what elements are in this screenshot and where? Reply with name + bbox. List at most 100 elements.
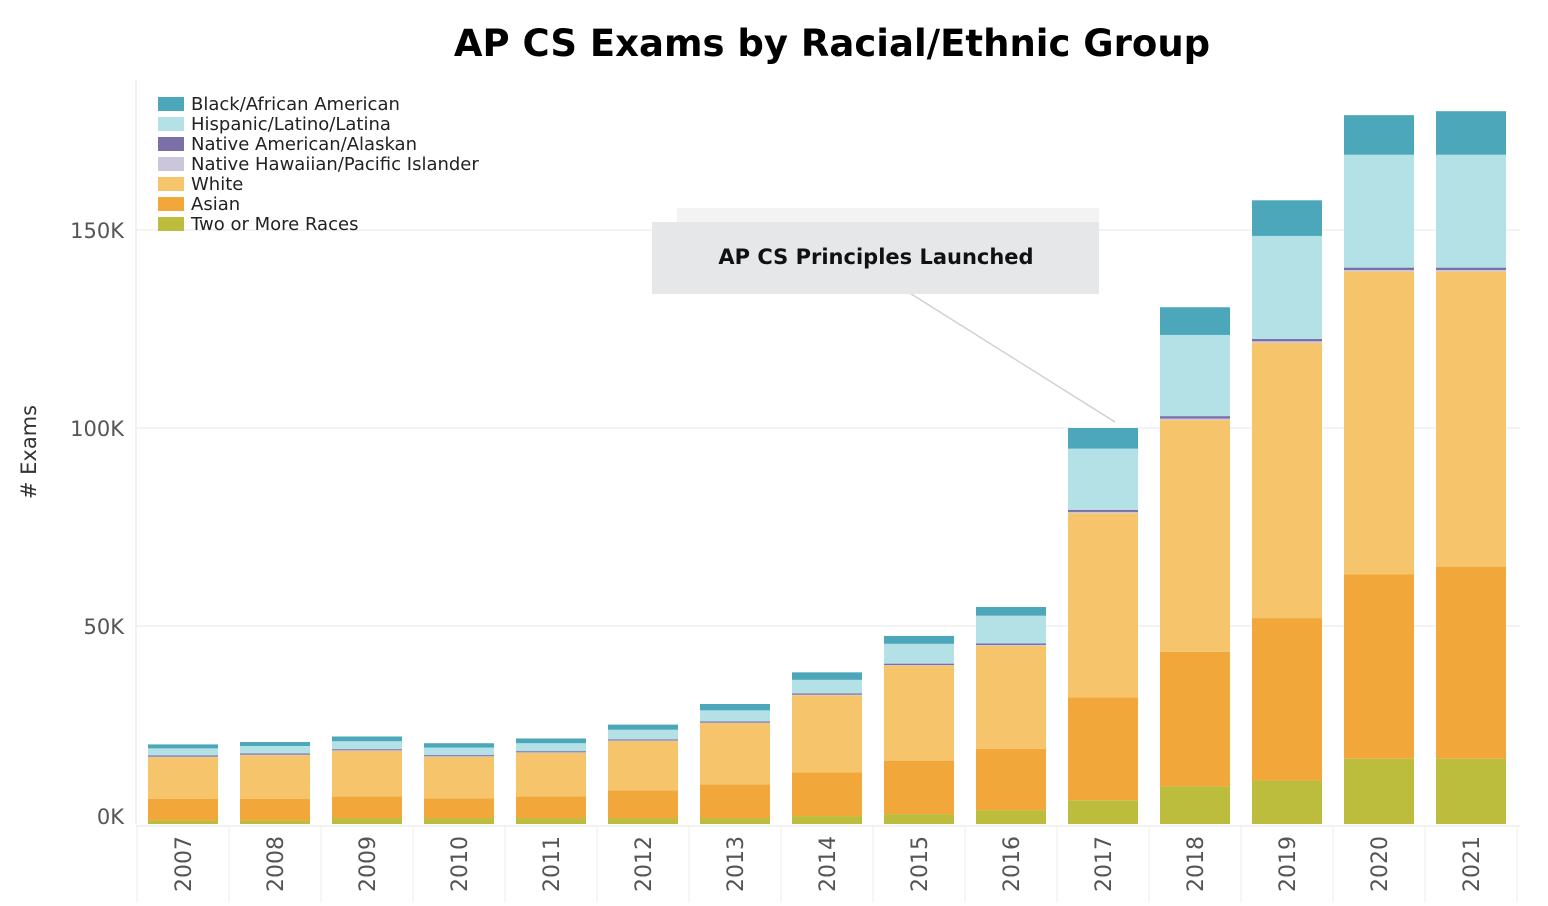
bar-segment-two-or-more-races-2021: Two or More Races 2021: 16500: [1436, 758, 1506, 824]
bar-segment-white-2008: White 2008: 11000: [240, 755, 310, 799]
bar-segment-two-or-more-races-2011: Two or More Races 2011: 1500: [516, 818, 586, 824]
bar-segment-two-or-more-races-2017: Two or More Races 2017: 6000: [1068, 800, 1138, 824]
y-tick-label: 50K: [84, 615, 126, 639]
x-tick-label: 2012: [632, 836, 657, 892]
annotation-leader-line: [907, 291, 1116, 423]
x-tick-label: 2015: [908, 836, 933, 892]
bar-segment-hispanic-latino-latina-2008: Hispanic/Latino/Latina 2008: 1900: [240, 745, 310, 754]
bar-segment-hispanic-latino-latina-2012: Hispanic/Latino/Latina 2012: 2400: [608, 729, 678, 740]
bar-segment-asian-2014: Asian 2014: 11000: [792, 772, 862, 817]
bar-segment-native-hawaiian-pacific-islander-2008: Native Hawaiian/Pacific Islander 2008: 1…: [240, 754, 310, 756]
bar-segment-two-or-more-races-2013: Two or More Races 2013: 1500: [700, 818, 770, 824]
bar-segment-hispanic-latino-latina-2009: Hispanic/Latino/Latina 2009: 2000: [332, 741, 402, 750]
bar-segment-native-hawaiian-pacific-islander-2015: Native Hawaiian/Pacific Islander 2015: 1…: [884, 665, 954, 666]
legend-label-two-or-more-races: Two or More Races: [190, 214, 358, 235]
bar-segment-black-african-american-2020: Black/African American 2020: 10000: [1344, 115, 1414, 155]
bar-segment-native-american-alaskan-2007: Native American/Alaskan 2007: 300: [148, 755, 218, 757]
bar-segment-white-2017: White 2017: 46500: [1068, 513, 1138, 698]
bar-segment-two-or-more-races-2007: Two or More Races 2007: 900: [148, 820, 218, 824]
bar-segment-two-or-more-races-2010: Two or More Races 2010: 1500: [424, 818, 494, 824]
bar-segment-native-hawaiian-pacific-islander-2010: Native Hawaiian/Pacific Islander 2010: 1…: [424, 756, 494, 757]
bar-segment-white-2010: White 2010: 10500: [424, 756, 494, 799]
bar-segment-native-hawaiian-pacific-islander-2020: Native Hawaiian/Pacific Islander 2020: 4…: [1344, 269, 1414, 272]
bar-segment-two-or-more-races-2019: Two or More Races 2019: 11000: [1252, 780, 1322, 824]
bar-segment-black-african-american-2007: Black/African American 2007: 1000: [148, 744, 218, 749]
bar-segment-hispanic-latino-latina-2016: Hispanic/Latino/Latina 2016: 7000: [976, 615, 1046, 644]
bar-segment-black-african-american-2019: Black/African American 2019: 9000: [1252, 200, 1322, 236]
bar-segment-white-2013: White 2013: 15500: [700, 723, 770, 785]
bar-segment-black-african-american-2008: Black/African American 2008: 1000: [240, 742, 310, 746]
bar-segment-native-hawaiian-pacific-islander-2009: Native Hawaiian/Pacific Islander 2009: 1…: [332, 750, 402, 751]
bar-segment-hispanic-latino-latina-2021: Hispanic/Latino/Latina 2021: 28500: [1436, 154, 1506, 268]
bar-segment-two-or-more-races-2016: Two or More Races 2016: 3500: [976, 810, 1046, 824]
bar-segment-hispanic-latino-latina-2020: Hispanic/Latino/Latina 2020: 28500: [1344, 154, 1414, 268]
bar-segment-native-hawaiian-pacific-islander-2018: Native Hawaiian/Pacific Islander 2018: 4…: [1160, 418, 1230, 421]
y-axis-ticks: 0K 50K 100K 150K: [70, 219, 125, 829]
bar-segment-asian-2016: Asian 2016: 15500: [976, 748, 1046, 811]
bar-segment-two-or-more-races-2018: Two or More Races 2018: 9500: [1160, 786, 1230, 824]
bar-segment-hispanic-latino-latina-2007: Hispanic/Latino/Latina 2007: 1800: [148, 748, 218, 756]
legend-swatch-white: [158, 177, 184, 191]
legend: Black/African AmericanHispanic/Latino/La…: [158, 94, 479, 235]
y-tick-label: 100K: [70, 417, 125, 441]
x-tick-label: 2010: [448, 836, 473, 892]
bar-segment-hispanic-latino-latina-2013: Hispanic/Latino/Latina 2013: 2800: [700, 710, 770, 722]
legend-label-hispanic-latino-latina: Hispanic/Latino/Latina: [191, 114, 391, 135]
annotation-text: AP CS Principles Launched: [718, 245, 1033, 269]
x-tick-label: 2007: [172, 836, 197, 892]
bar-segment-native-hawaiian-pacific-islander-2021: Native Hawaiian/Pacific Islander 2021: 4…: [1436, 269, 1506, 272]
bar-segment-two-or-more-races-2009: Two or More Races 2009: 1500: [332, 818, 402, 824]
legend-swatch-native-hawaiian-pacific-islander: [158, 157, 184, 171]
legend-label-black-african-american: Black/African American: [191, 94, 400, 115]
legend-swatch-two-or-more-races: [158, 217, 184, 231]
bar-segment-native-american-alaskan-2019: Native American/Alaskan 2019: 600: [1252, 338, 1322, 342]
bar-segment-hispanic-latino-latina-2019: Hispanic/Latino/Latina 2019: 26000: [1252, 235, 1322, 339]
bar-segment-asian-2012: Asian 2012: 7000: [608, 790, 678, 819]
legend-swatch-black-african-american: [158, 97, 184, 111]
bar-segment-native-american-alaskan-2014: Native American/Alaskan 2014: 350: [792, 693, 862, 695]
x-tick-label: 2013: [724, 836, 749, 892]
x-tick-label: 2014: [816, 836, 841, 892]
bar-segment-black-african-american-2010: Black/African American 2010: 1100: [424, 743, 494, 748]
bar-segment-hispanic-latino-latina-2018: Hispanic/Latino/Latina 2018: 20500: [1160, 334, 1230, 417]
bar-segment-black-african-american-2015: Black/African American 2015: 2000: [884, 635, 954, 644]
bar-segment-native-american-alaskan-2010: Native American/Alaskan 2010: 300: [424, 755, 494, 757]
bar-segment-native-american-alaskan-2017: Native American/Alaskan 2017: 500: [1068, 509, 1138, 512]
bar-segment-asian-2017: Asian 2017: 26000: [1068, 697, 1138, 801]
bar-segment-hispanic-latino-latina-2011: Hispanic/Latino/Latina 2011: 2000: [516, 743, 586, 752]
bar-segment-asian-2015: Asian 2015: 13500: [884, 760, 954, 815]
bar-segment-black-african-american-2011: Black/African American 2011: 1200: [516, 738, 586, 744]
bar-segment-white-2012: White 2012: 12500: [608, 740, 678, 791]
x-tick-label: 2016: [1000, 836, 1025, 892]
bar-segment-black-african-american-2009: Black/African American 2009: 1200: [332, 736, 402, 742]
bar-segment-black-african-american-2013: Black/African American 2013: 1600: [700, 704, 770, 711]
bar-segment-native-american-alaskan-2020: Native American/Alaskan 2020: 600: [1344, 267, 1414, 270]
bar-segment-black-african-american-2012: Black/African American 2012: 1300: [608, 724, 678, 730]
bars: Two or More Races 2007: 900Asian 2007: 5…: [148, 111, 1506, 824]
bar-segment-asian-2007: Asian 2007: 5500: [148, 798, 218, 821]
bar-segment-two-or-more-races-2014: Two or More Races 2014: 2000: [792, 816, 862, 824]
bar-segment-white-2009: White 2009: 11500: [332, 750, 402, 797]
bar-segment-native-american-alaskan-2021: Native American/Alaskan 2021: 600: [1436, 267, 1506, 270]
bar-segment-asian-2009: Asian 2009: 5500: [332, 796, 402, 819]
legend-label-asian: Asian: [191, 194, 240, 215]
bar-segment-native-american-alaskan-2011: Native American/Alaskan 2011: 300: [516, 751, 586, 753]
bar-segment-native-american-alaskan-2013: Native American/Alaskan 2013: 300: [700, 721, 770, 723]
bar-segment-native-hawaiian-pacific-islander-2013: Native Hawaiian/Pacific Islander 2013: 1…: [700, 722, 770, 724]
x-tick-label: 2020: [1368, 836, 1393, 892]
bar-segment-native-hawaiian-pacific-islander-2016: Native Hawaiian/Pacific Islander 2016: 2…: [976, 645, 1046, 646]
bar-segment-asian-2013: Asian 2013: 8500: [700, 784, 770, 819]
x-axis-ticks: 2007 2008 2009 2010 2011 2012 2013 2014 2015 2016…: [136, 825, 1520, 904]
annotation-box: [652, 222, 1099, 294]
bar-segment-hispanic-latino-latina-2010: Hispanic/Latino/Latina 2010: 1900: [424, 747, 494, 756]
bar-segment-native-american-alaskan-2018: Native American/Alaskan 2018: 600: [1160, 416, 1230, 419]
legend-label-native-hawaiian-pacific-islander: Native Hawaiian/Pacific Islander: [191, 154, 479, 175]
bar-segment-native-american-alaskan-2008: Native American/Alaskan 2008: 300: [240, 753, 310, 755]
bar-segment-two-or-more-races-2008: Two or More Races 2008: 900: [240, 820, 310, 824]
bar-segment-white-2020: White 2020: 76500: [1344, 271, 1414, 575]
x-tick-label: 2018: [1184, 836, 1209, 892]
legend-label-native-american-alaskan: Native American/Alaskan: [191, 134, 417, 155]
y-axis-label: # Exams: [17, 405, 41, 499]
bar-segment-native-hawaiian-pacific-islander-2011: Native Hawaiian/Pacific Islander 2011: 1…: [516, 752, 586, 753]
